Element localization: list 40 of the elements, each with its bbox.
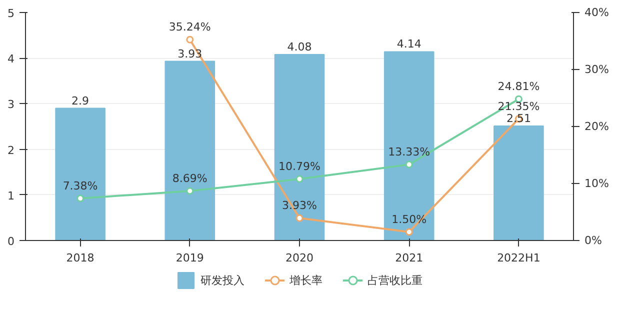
y-tick-label: 3 xyxy=(8,98,14,112)
bar xyxy=(55,108,106,240)
point xyxy=(296,175,304,183)
point xyxy=(405,160,413,168)
data-label: 4.14 xyxy=(396,38,422,51)
point xyxy=(186,187,194,195)
data-label: 7.38% xyxy=(62,179,98,192)
point xyxy=(296,214,304,222)
y2-tick-label: 10% xyxy=(584,177,609,190)
point xyxy=(186,36,194,44)
legend-label: 研发投入 xyxy=(200,272,244,288)
x-tick-label: 2018 xyxy=(66,252,94,264)
data-label: 24.81% xyxy=(498,80,540,94)
data-label: 10.79% xyxy=(278,160,320,173)
x-tick-label: 2022H1 xyxy=(497,252,540,264)
data-label: 13.33% xyxy=(388,146,430,159)
y-tick-label: 2 xyxy=(8,144,14,157)
bar xyxy=(384,51,434,240)
y2-tick-label: 0% xyxy=(584,234,602,247)
legend-label: 增长率 xyxy=(290,272,322,288)
bar xyxy=(494,126,544,240)
data-label: 35.24% xyxy=(168,20,211,34)
y2-tick-label: 30% xyxy=(584,63,609,76)
data-label: 8.69% xyxy=(172,172,208,185)
y-tick-label: 5 xyxy=(8,7,14,20)
y-tick-label: 4 xyxy=(8,52,14,66)
x-tick-label: 2019 xyxy=(176,252,204,264)
data-label: 2.9 xyxy=(72,94,90,108)
point xyxy=(405,228,413,236)
y2-tick-label: 40% xyxy=(584,6,609,19)
data-label: 4.08 xyxy=(287,40,312,54)
bar xyxy=(164,60,216,240)
legend-label: 占营收比重 xyxy=(368,272,422,288)
y-tick-label: 1 xyxy=(8,189,14,202)
bar xyxy=(274,54,325,240)
x-tick-label: 2020 xyxy=(286,252,314,264)
x-tick-label: 2021 xyxy=(395,252,424,264)
y2-tick-label: 20% xyxy=(584,120,609,133)
y-tick-label: 0 xyxy=(8,235,14,248)
point xyxy=(76,194,84,202)
